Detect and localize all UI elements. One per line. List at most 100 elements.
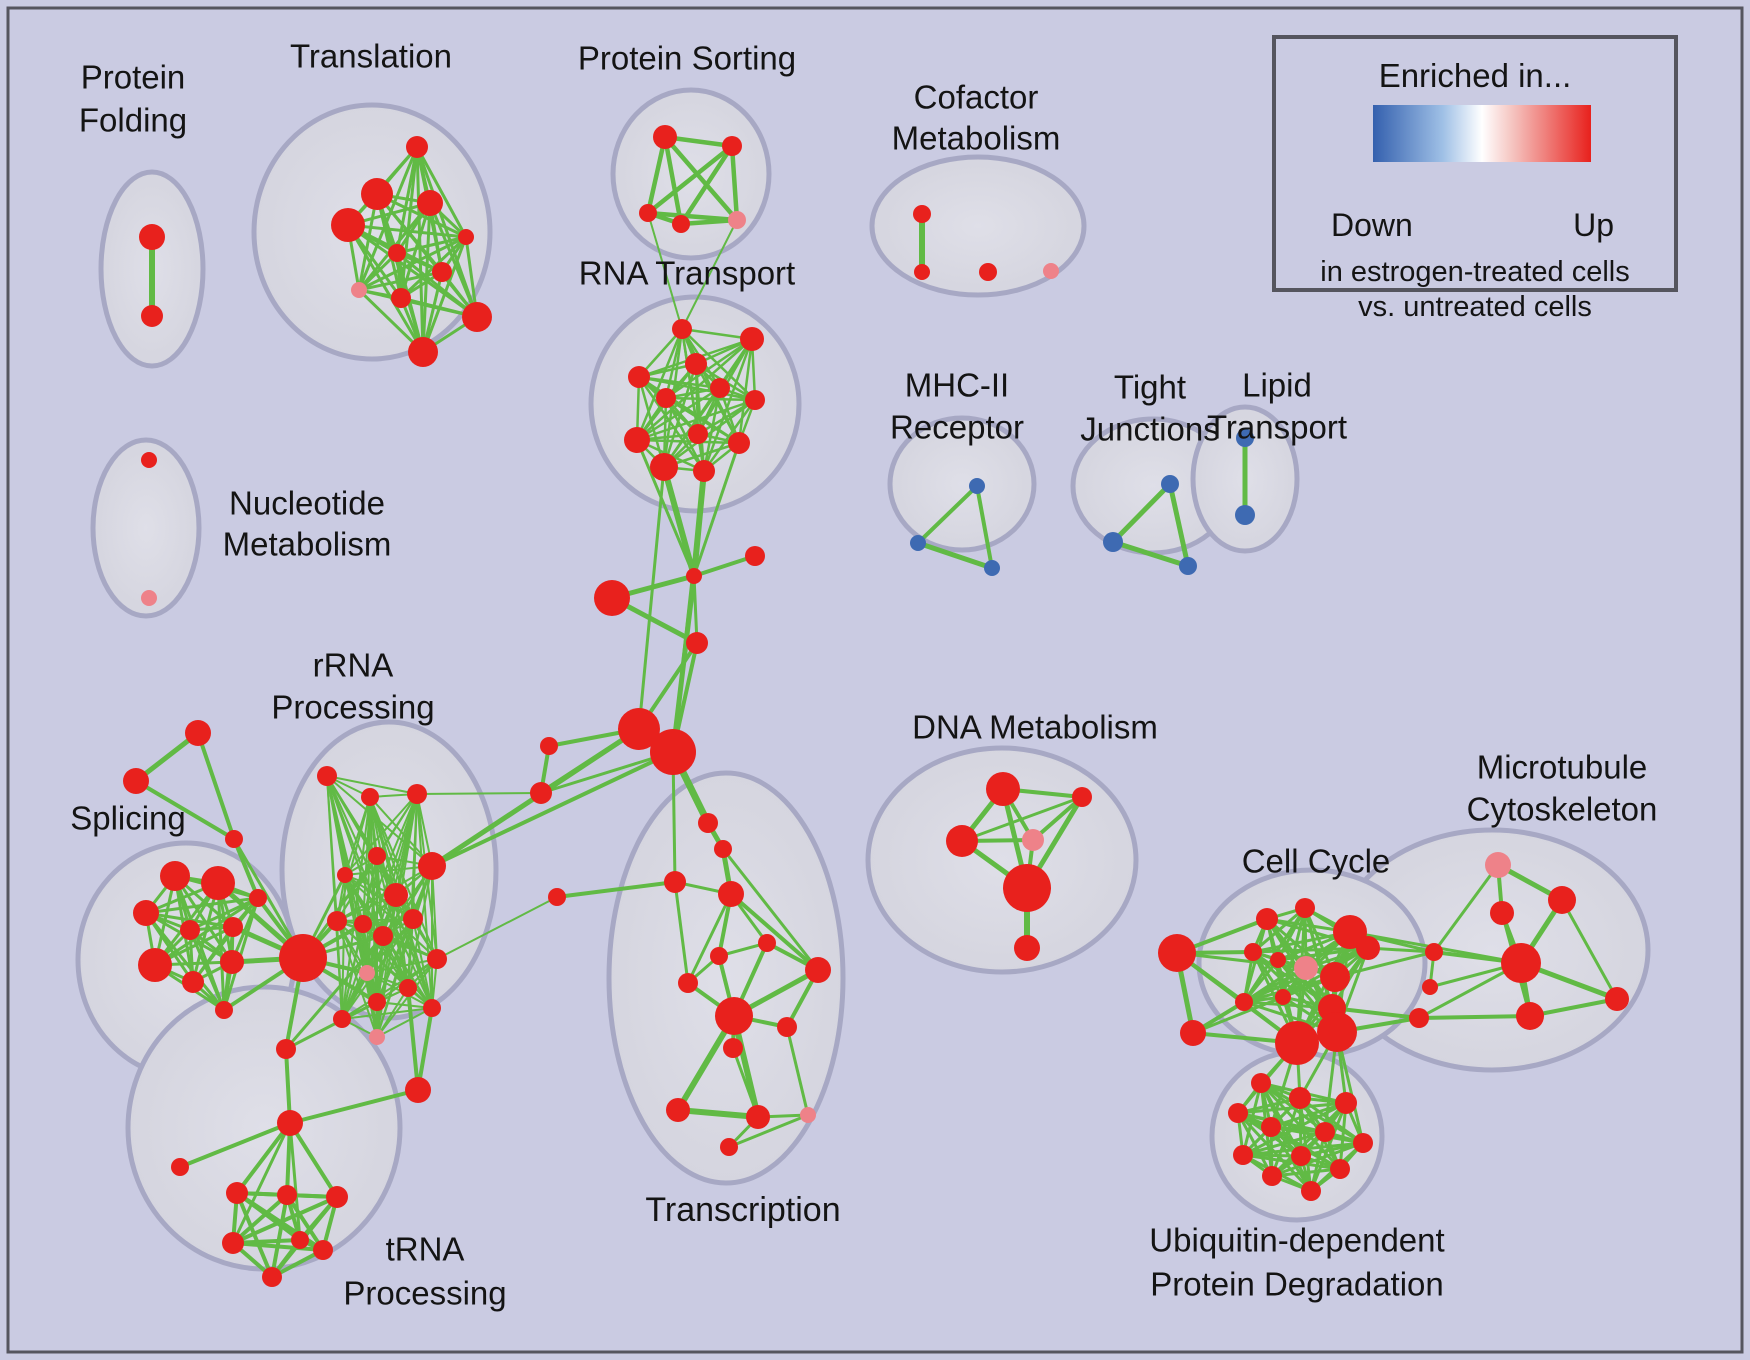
gene-set-node-rr13[interactable] [399,979,417,997]
gene-set-node-rr2[interactable] [407,784,427,804]
gene-set-node-tc6[interactable] [723,1038,743,1058]
gene-set-node-cf2[interactable] [979,263,997,281]
gene-set-node-cc7[interactable] [1270,952,1286,968]
gene-set-node-t6[interactable] [432,262,452,282]
gene-set-node-cc3[interactable] [1295,898,1315,918]
gene-set-node-rr1[interactable] [361,788,379,806]
gene-set-node-rt2[interactable] [685,353,707,375]
gene-set-node-mt5[interactable] [1516,1002,1544,1030]
gene-set-node-dm4[interactable] [1003,864,1051,912]
gene-set-node-cc1[interactable] [1180,1020,1206,1046]
gene-set-node-dm5[interactable] [1014,935,1040,961]
gene-set-node-rr11[interactable] [427,949,447,969]
gene-set-node-t5[interactable] [388,244,406,262]
gene-set-node-rt5[interactable] [656,388,676,408]
gene-set-node-h3[interactable] [530,782,552,804]
gene-set-node-ub3[interactable] [1228,1103,1248,1123]
gene-set-node-cc9[interactable] [1320,962,1350,992]
gene-set-node-ps4[interactable] [728,211,746,229]
gene-set-node-rr0[interactable] [317,766,337,786]
gene-set-node-tn4[interactable] [313,1240,333,1260]
gene-set-node-mt1[interactable] [1548,886,1576,914]
gene-set-node-cc6[interactable] [1244,943,1262,961]
gene-set-node-t10[interactable] [408,337,438,367]
gene-set-node-j0[interactable] [1161,475,1179,493]
gene-set-node-rr16[interactable] [405,1077,431,1103]
gene-set-node-tn0[interactable] [226,1182,248,1204]
gene-set-node-tc9[interactable] [800,1107,816,1123]
gene-set-node-tc3[interactable] [805,957,831,983]
gene-set-node-cf0[interactable] [913,205,931,223]
gene-set-node-sp5[interactable] [249,889,267,907]
gene-set-node-mt4[interactable] [1605,987,1629,1011]
gene-set-node-rt0[interactable] [672,319,692,339]
gene-set-node-x0[interactable] [185,720,211,746]
gene-set-node-cc8[interactable] [1294,956,1318,980]
gene-set-node-cc4[interactable] [1333,915,1367,949]
gene-set-node-rt8[interactable] [688,424,708,444]
gene-set-node-sp9[interactable] [215,1001,233,1019]
gene-set-node-rt11[interactable] [693,460,715,482]
gene-set-node-rt6[interactable] [745,390,765,410]
gene-set-node-j1[interactable] [1103,532,1123,552]
gene-set-node-cc10[interactable] [1235,993,1253,1011]
gene-set-node-rt1[interactable] [740,327,764,351]
gene-set-node-cf3[interactable] [1043,263,1059,279]
gene-set-node-sp7[interactable] [182,971,204,993]
gene-set-node-ch0[interactable] [276,1039,296,1059]
gene-set-node-dm1[interactable] [1072,787,1092,807]
gene-set-node-t8[interactable] [391,288,411,308]
gene-set-node-rr3[interactable] [368,847,386,865]
gene-set-node-h2[interactable] [540,737,558,755]
gene-set-node-tn6[interactable] [291,1231,309,1249]
gene-set-node-rr8[interactable] [354,915,372,933]
gene-set-node-cc0[interactable] [1158,934,1196,972]
gene-set-node-t4[interactable] [458,229,474,245]
gene-set-node-cn2[interactable] [1409,1008,1429,1028]
gene-set-node-ub2[interactable] [1335,1092,1357,1114]
gene-set-node-sp4[interactable] [223,917,243,937]
gene-set-node-ub10[interactable] [1262,1166,1282,1186]
gene-set-node-t7[interactable] [351,282,367,298]
gene-set-node-t1[interactable] [361,178,393,210]
gene-set-node-tc10[interactable] [720,1138,738,1156]
gene-set-node-ub0[interactable] [1251,1073,1271,1093]
gene-set-node-cn1[interactable] [1422,979,1438,995]
gene-set-node-h5[interactable] [664,871,686,893]
gene-set-node-hub1[interactable] [650,729,696,775]
gene-set-node-rr9[interactable] [373,926,393,946]
gene-set-node-tc8[interactable] [746,1105,770,1129]
gene-set-node-sp0[interactable] [160,861,190,891]
gene-set-node-cc13[interactable] [1275,1021,1319,1065]
gene-set-node-trc[interactable] [718,881,744,907]
gene-set-node-cc5[interactable] [1356,936,1380,960]
gene-set-node-mt2[interactable] [1490,901,1514,925]
gene-set-node-ps2[interactable] [639,204,657,222]
gene-set-node-cc14[interactable] [1317,1012,1357,1052]
gene-set-node-m0[interactable] [969,478,985,494]
gene-set-node-x1[interactable] [123,768,149,794]
gene-set-node-tc0[interactable] [710,947,728,965]
gene-set-node-rt10[interactable] [650,453,678,481]
gene-set-node-m1[interactable] [910,535,926,551]
gene-set-node-rr10[interactable] [403,909,423,929]
gene-set-node-tc5[interactable] [777,1017,797,1037]
gene-set-node-m2[interactable] [984,560,1000,576]
gene-set-node-trb[interactable] [714,840,732,858]
gene-set-node-tc7[interactable] [666,1098,690,1122]
gene-set-node-cc11[interactable] [1275,989,1291,1005]
gene-set-node-sp6[interactable] [138,948,172,982]
gene-set-node-tn1[interactable] [277,1185,297,1205]
gene-set-node-cn0[interactable] [1425,943,1443,961]
gene-set-node-ub4[interactable] [1261,1117,1281,1137]
gene-set-node-lone[interactable] [171,1158,189,1176]
gene-set-node-ps3[interactable] [672,215,690,233]
gene-set-node-rr7[interactable] [327,911,347,931]
gene-set-node-pf0[interactable] [139,224,165,250]
gene-set-node-mt0[interactable] [1485,852,1511,878]
gene-set-node-pf1[interactable] [141,305,163,327]
gene-set-node-rr17[interactable] [369,1029,385,1045]
gene-set-node-tc1[interactable] [758,934,776,952]
gene-set-node-rr14[interactable] [368,993,386,1011]
